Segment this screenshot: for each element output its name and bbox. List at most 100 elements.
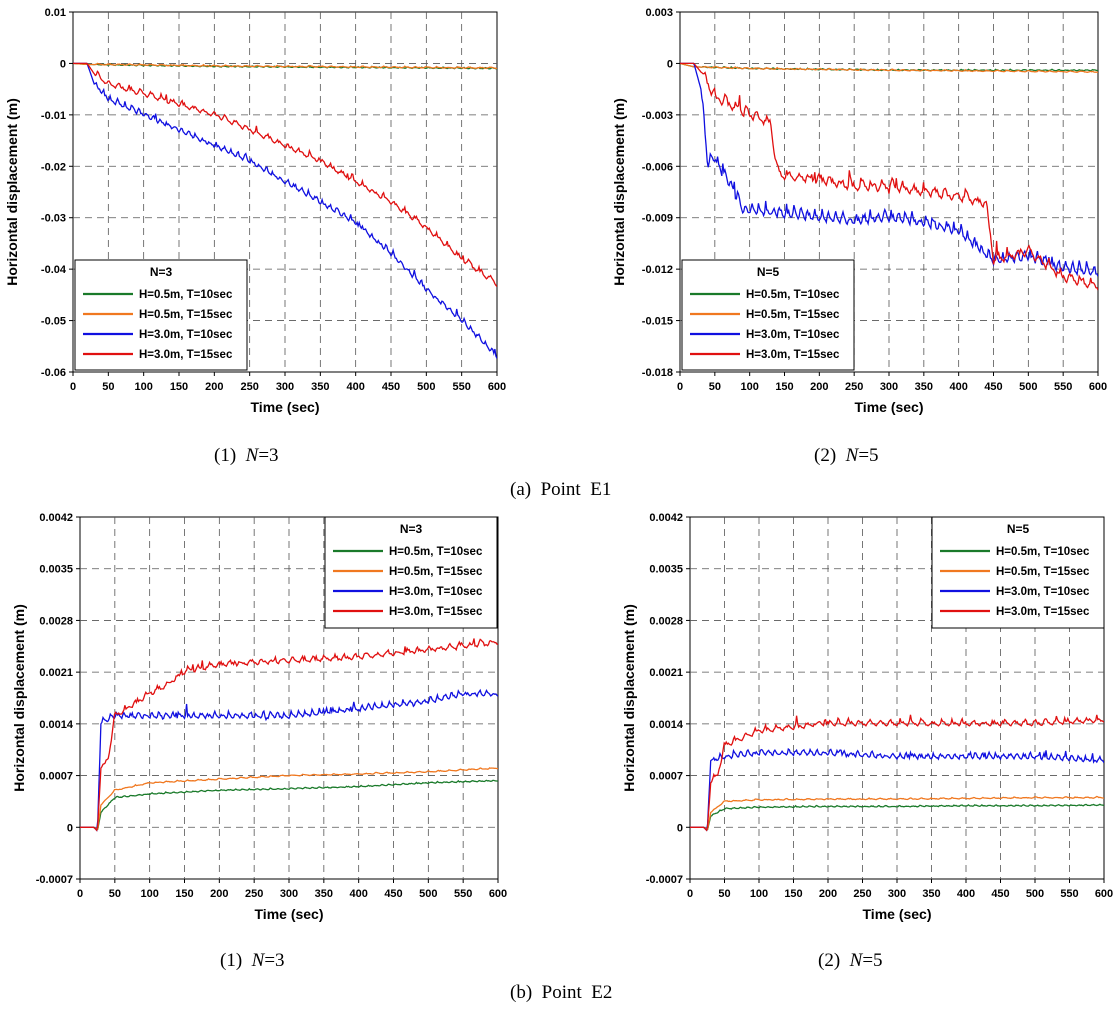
series-line: [690, 747, 1104, 832]
x-tick-label: 0: [70, 381, 76, 393]
x-tick-label: 550: [1054, 381, 1072, 393]
x-axis-label: Time (sec): [863, 906, 932, 922]
x-tick-label: 450: [991, 888, 1009, 900]
x-tick-label: 50: [718, 888, 730, 900]
x-tick-label: 250: [245, 888, 263, 900]
y-tick-label: -0.009: [642, 213, 673, 225]
y-tick-label: -0.006: [642, 161, 673, 173]
series-line: [680, 62, 1098, 291]
x-tick-label: 350: [315, 888, 333, 900]
y-tick-label: -0.018: [642, 367, 673, 379]
y-tick-label: 0: [67, 822, 73, 834]
caption-a1-prefix: (1): [214, 445, 246, 466]
x-tick-label: 450: [384, 888, 402, 900]
caption-a2-var: N: [845, 445, 859, 466]
y-tick-label: -0.015: [642, 316, 673, 328]
x-tick-label: 50: [102, 381, 114, 393]
y-tick-label: -0.012: [642, 264, 673, 276]
y-tick-label: 0.0042: [649, 512, 683, 524]
legend-label: H=0.5m, T=10sec: [996, 546, 1090, 558]
legend-label: H=0.5m, T=15sec: [746, 309, 840, 321]
y-tick-label: -0.0007: [646, 874, 683, 886]
y-tick-label: -0.0007: [36, 874, 73, 886]
caption-b1-prefix: (1): [220, 950, 252, 971]
x-tick-label: 100: [134, 381, 152, 393]
x-tick-label: 300: [280, 888, 298, 900]
y-tick-label: -0.003: [642, 110, 673, 122]
y-tick-label: 0: [667, 58, 673, 70]
legend-title: N=3: [150, 265, 173, 279]
y-tick-label: -0.06: [41, 367, 66, 379]
x-tick-label: 600: [489, 888, 507, 900]
y-tick-label: 0.0007: [649, 771, 683, 783]
legend-label: H=0.5m, T=15sec: [389, 566, 483, 578]
x-axis-label: Time (sec): [255, 906, 324, 922]
x-tick-label: 350: [922, 888, 940, 900]
legend-label: H=0.5m, T=15sec: [139, 309, 233, 321]
x-tick-label: 400: [349, 888, 367, 900]
legend-label: H=3.0m, T=10sec: [746, 329, 840, 341]
x-tick-label: 200: [210, 888, 228, 900]
legend-title: N=3: [400, 522, 423, 536]
legend-label: H=3.0m, T=15sec: [139, 349, 233, 361]
legend-label: H=0.5m, T=10sec: [746, 289, 840, 301]
legend-label: H=3.0m, T=15sec: [746, 349, 840, 361]
x-tick-label: 0: [687, 888, 693, 900]
x-tick-label: 100: [750, 888, 768, 900]
series-line: [690, 795, 1104, 832]
x-tick-label: 600: [1089, 381, 1107, 393]
x-axis-label: Time (sec): [251, 399, 320, 415]
legend-title: N=5: [757, 265, 780, 279]
group-a-caption: (a) Point E1: [510, 479, 612, 500]
legend-label: H=0.5m, T=10sec: [389, 546, 483, 558]
caption-a1-suffix: =3: [258, 445, 279, 466]
legend-label: H=3.0m, T=15sec: [389, 606, 483, 618]
series-line: [73, 62, 497, 287]
y-axis-label: Horizontal displacement (m): [11, 604, 27, 791]
x-tick-label: 150: [784, 888, 802, 900]
y-tick-label: 0.0028: [649, 615, 683, 627]
caption-a1-var: N: [245, 445, 259, 466]
legend-label: H=3.0m, T=10sec: [389, 586, 483, 598]
caption-b2-suffix: =5: [862, 950, 883, 971]
y-tick-label: 0.0007: [39, 771, 73, 783]
x-tick-label: 50: [109, 888, 121, 900]
y-axis-label: Horizontal displacement (m): [621, 604, 637, 791]
caption-b1-suffix: =3: [264, 950, 285, 971]
x-tick-label: 100: [140, 888, 158, 900]
y-tick-label: 0.0042: [39, 512, 73, 524]
caption-a2: (2) N=5: [814, 445, 879, 467]
x-tick-label: 450: [382, 381, 400, 393]
y-tick-label: 0.0021: [649, 667, 683, 679]
y-tick-label: 0.0021: [39, 667, 73, 679]
y-tick-label: 0.0035: [39, 564, 73, 576]
series-line: [690, 803, 1104, 832]
x-tick-label: 400: [949, 381, 967, 393]
y-tick-label: 0: [677, 822, 683, 834]
x-tick-label: 550: [452, 381, 470, 393]
series-line: [680, 62, 1098, 74]
legend-title: N=5: [1007, 522, 1030, 536]
x-tick-label: 350: [311, 381, 329, 393]
x-tick-label: 250: [853, 888, 871, 900]
x-tick-label: 150: [175, 888, 193, 900]
x-tick-label: 200: [810, 381, 828, 393]
x-tick-label: 500: [417, 381, 435, 393]
series-line: [80, 688, 498, 832]
x-axis-label: Time (sec): [855, 399, 924, 415]
x-tick-label: 0: [677, 381, 683, 393]
legend-label: H=0.5m, T=10sec: [139, 289, 233, 301]
y-tick-label: -0.02: [41, 161, 66, 173]
series-line: [73, 62, 497, 70]
caption-b2: (2) N=5: [818, 950, 883, 972]
x-tick-label: 400: [346, 381, 364, 393]
x-tick-label: 500: [419, 888, 437, 900]
y-tick-label: 0.0028: [39, 615, 73, 627]
x-tick-label: 300: [880, 381, 898, 393]
chart-panel-a2: 0 50 100 150 200 250 300 350 400 450 500 550 600 0.00…: [611, 7, 1107, 415]
y-tick-label: -0.04: [41, 264, 67, 276]
x-tick-label: 250: [845, 381, 863, 393]
y-tick-label: 0.0014: [649, 719, 684, 731]
x-tick-label: 0: [77, 888, 83, 900]
legend-label: H=0.5m, T=15sec: [996, 566, 1090, 578]
